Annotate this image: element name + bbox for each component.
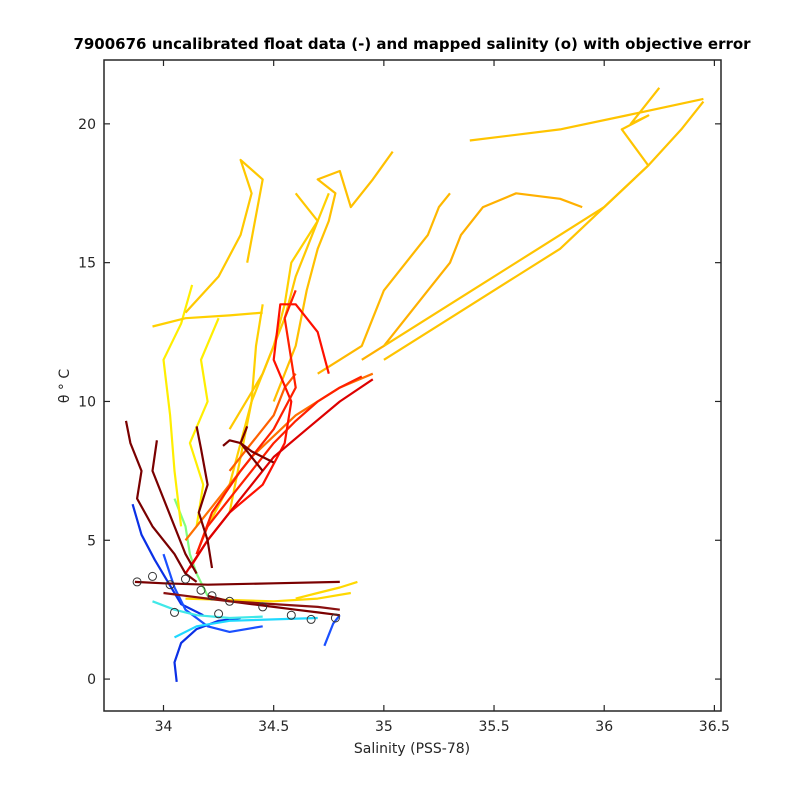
profile-line-36 (163, 591, 340, 611)
profile-line-25 (195, 375, 363, 555)
profile-line-5 (174, 616, 318, 639)
profile-line-1 (173, 616, 241, 683)
profile-line-7 (173, 498, 209, 597)
y-tick-label-5: 20 (78, 117, 96, 133)
mapped-salinity-point-9 (286, 610, 296, 620)
mapped-salinity-point-6 (207, 591, 217, 601)
profile-line-21 (383, 87, 661, 347)
profile-line-26 (188, 303, 330, 569)
mapped-salinity-point-3 (165, 580, 175, 590)
mapped-salinity-point-2 (148, 571, 157, 581)
x-tick-label-4: 35.5 (478, 719, 509, 735)
y-tick-label-4: 15 (78, 256, 96, 272)
x-tick-label-6: 36.5 (699, 719, 730, 735)
profile-line-33 (239, 425, 264, 472)
profile-line-19 (361, 192, 583, 361)
profile-line-17 (272, 150, 394, 402)
profile-line-34 (134, 580, 340, 586)
mapped-salinity-point-10 (306, 614, 316, 624)
y-axis-label: θ ° C (57, 369, 73, 403)
chart-title: 7900676 uncalibrated float data (-) and … (73, 35, 751, 53)
y-axis-ticks: 0 5 10 15 20 (78, 117, 721, 688)
x-tick-label-3: 35 (375, 719, 393, 735)
profile-line-22 (469, 97, 704, 142)
profile-line-6 (152, 600, 263, 620)
profile-line-11 (188, 317, 220, 527)
profile-line-12 (152, 311, 263, 328)
x-axis-label: Salinity (PSS-78) (354, 741, 470, 757)
profile-line-28 (184, 378, 374, 575)
mapped-salinity-point-8 (258, 602, 268, 612)
x-tick-label-2: 34.5 (258, 719, 289, 735)
profile-line-31 (195, 426, 214, 569)
profile-line-29 (124, 420, 198, 583)
mapped-salinity-point-1 (132, 577, 142, 587)
mapped-salinity-markers (132, 571, 340, 624)
profile-line-32 (222, 439, 275, 464)
mapped-salinity-point-11 (330, 613, 340, 623)
y-tick-label-3: 10 (78, 394, 96, 410)
x-tick-label-1: 34 (155, 719, 173, 735)
profile-line-27 (195, 289, 297, 555)
profile-line-20 (383, 100, 705, 361)
profile-line-18 (317, 192, 451, 375)
profile-line-30 (151, 440, 198, 575)
profile-line-10 (162, 284, 194, 527)
series-layer (124, 87, 705, 683)
y-tick-label-1: 0 (87, 672, 96, 688)
x-axis-ticks: 34 34.5 35 35.5 36 36.5 (155, 60, 730, 735)
y-tick-label-2: 5 (87, 533, 96, 549)
profile-line-23 (228, 373, 297, 472)
mapped-salinity-point-12 (170, 607, 179, 617)
mapped-salinity-point-13 (214, 609, 224, 619)
x-tick-label-5: 36 (595, 719, 613, 735)
profile-line-8 (295, 580, 358, 600)
plot-frame (103, 59, 722, 712)
mapped-salinity-point-7 (225, 596, 235, 606)
mapped-salinity-point-5 (196, 585, 206, 595)
profile-line-4 (323, 614, 341, 647)
profile-line-16 (228, 192, 319, 430)
profile-line-15 (184, 158, 264, 314)
mapped-salinity-point-4 (181, 574, 190, 584)
